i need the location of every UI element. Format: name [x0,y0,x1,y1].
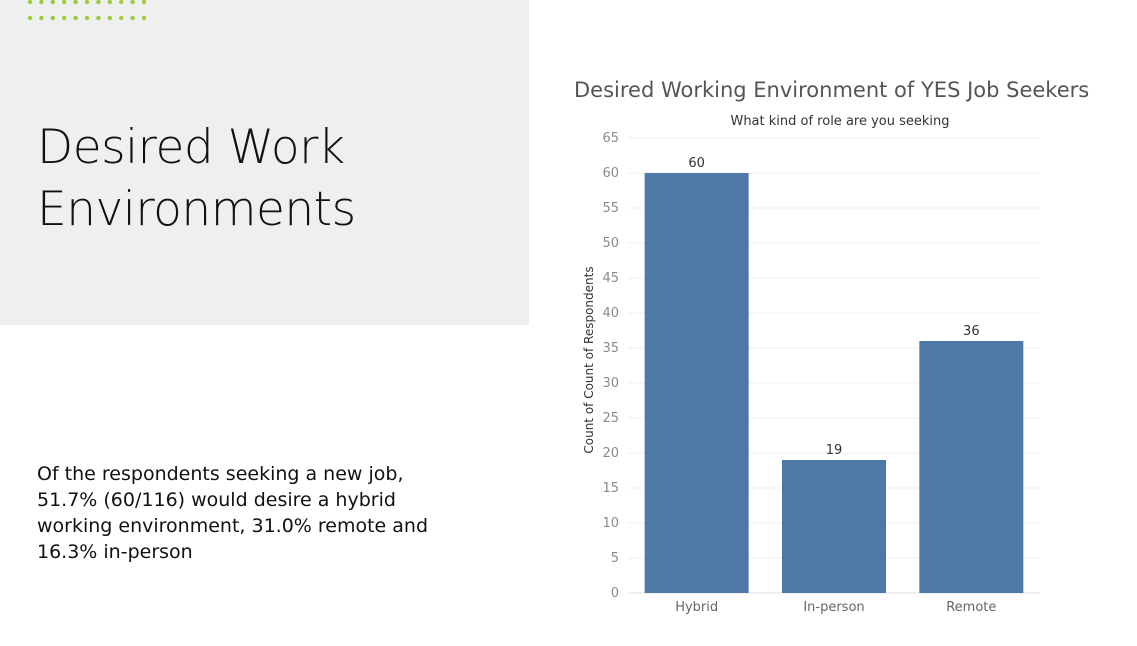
accent-dot [96,0,101,5]
accent-dot [73,0,78,5]
y-tick-label: 45 [602,271,619,286]
x-tick-label: Remote [946,600,996,615]
accent-dot [39,0,44,5]
data-label: 19 [826,443,843,458]
data-label: 60 [688,156,705,171]
y-tick-label: 35 [602,341,619,356]
accent-dot [27,0,33,5]
accent-dot [62,15,67,21]
accent-dot [39,15,44,21]
accent-dot [119,0,124,5]
y-tick-label: 5 [611,551,619,566]
accent-dot [84,0,90,5]
accent-dot [119,15,124,21]
y-tick-label: 25 [602,411,619,426]
y-tick-label: 40 [602,306,619,321]
accent-dot [62,0,67,5]
chart-title: Desired Working Environment of YES Job S… [574,78,1090,102]
y-tick-label: 60 [602,166,619,181]
y-tick-label: 65 [602,131,619,146]
y-tick-label: 20 [602,446,619,461]
accent-dot [141,15,147,21]
accent-dot [84,15,90,21]
accent-dot [130,15,135,21]
accent-dot [130,0,135,5]
bar-hybrid [644,173,749,593]
x-tick-label: Hybrid [675,600,718,615]
accent-dot [27,15,33,21]
y-tick-label: 30 [602,376,619,391]
chart-subtitle: What kind of role are you seeking [730,114,950,129]
decorative-dots [27,0,147,21]
accent-dot [73,15,78,21]
data-label: 36 [963,324,980,339]
bar-in-person [782,460,886,593]
accent-dot [107,15,113,21]
accent-dot [141,0,147,5]
accent-dot [107,0,112,5]
y-tick-label: 50 [602,236,619,251]
slide-title-line-1: Desired Work [37,120,345,175]
bar-remote [919,341,1024,593]
slide-title-line-2: Environments [37,182,356,237]
y-tick-label: 10 [602,516,619,531]
title-panel [0,0,529,325]
accent-dot [50,0,55,5]
x-tick-label: In-person [803,600,864,615]
slide-title: Desired Work Environments [37,117,507,241]
summary-text: Of the respondents seeking a new job, 51… [37,463,429,563]
accent-dot [96,15,101,21]
accent-dot [50,15,55,21]
y-tick-label: 0 [611,586,619,601]
y-tick-label: 15 [602,481,619,496]
y-tick-label: 55 [602,201,619,216]
